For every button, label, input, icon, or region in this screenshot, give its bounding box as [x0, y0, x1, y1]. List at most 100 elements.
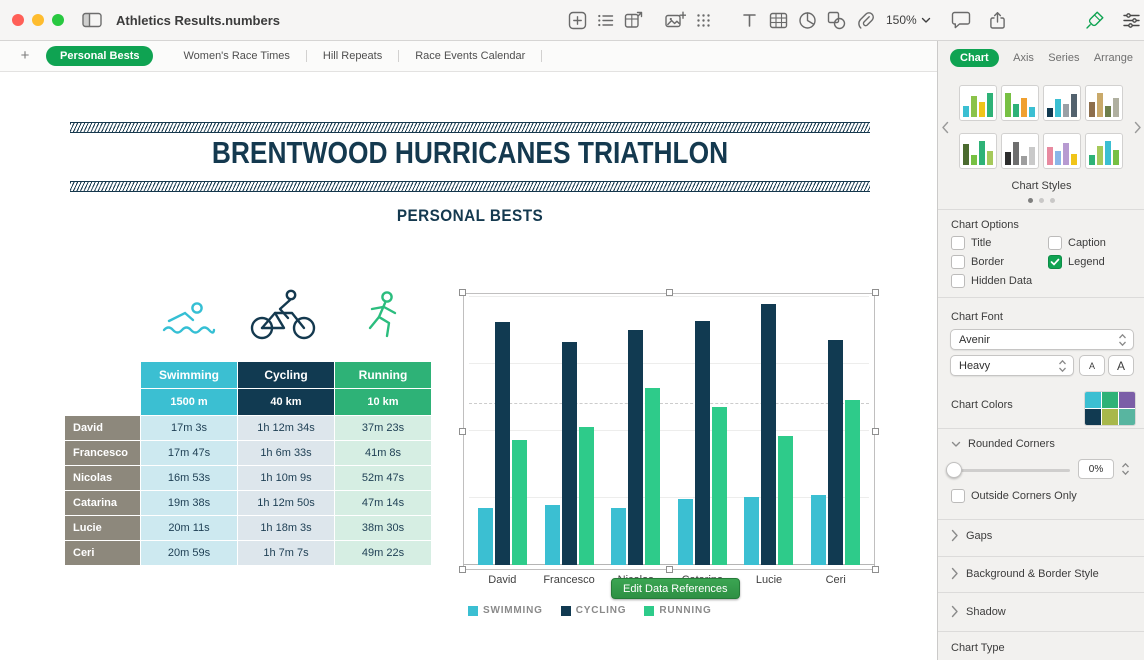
table-cell-francesco-swimming[interactable]: 17m 47s [141, 441, 237, 465]
sheet-tab-race-events-calendar[interactable]: Race Events Calendar [415, 50, 526, 62]
bar-running-david[interactable] [512, 440, 527, 565]
chart-colors-well[interactable] [1084, 391, 1136, 426]
increase-font-size-button[interactable]: A [1108, 355, 1134, 376]
column-header-running[interactable]: Running [335, 362, 431, 388]
legend-item-swimming[interactable]: SWIMMING [468, 605, 543, 616]
selection-handle[interactable] [459, 289, 466, 296]
selection-handle[interactable] [459, 566, 466, 573]
table-cell-lucie-cycling[interactable]: 1h 18m 3s [238, 516, 334, 540]
bar-running-nicolas[interactable] [645, 388, 661, 565]
chart-style-thumbnail[interactable] [1085, 85, 1123, 121]
selection-handle[interactable] [666, 289, 673, 296]
pagination-dot[interactable] [1039, 198, 1044, 203]
row-label-david[interactable]: David [65, 416, 140, 440]
results-bar-chart[interactable]: DavidFrancescoNicolasCatarinaLucieCeri S… [459, 289, 879, 638]
table-cell-ceri-running[interactable]: 49m 22s [335, 541, 431, 565]
rounded-corners-slider-knob[interactable] [946, 462, 962, 478]
table-cell-catarina-running[interactable]: 47m 14s [335, 491, 431, 515]
close-button[interactable] [12, 14, 24, 26]
sheet-tab-personal-bests[interactable]: Personal Bests [46, 46, 154, 66]
format-tab-arrange[interactable]: Arrange [1093, 52, 1133, 64]
add-sheet-button[interactable]: + [20, 47, 30, 64]
chart-type-section[interactable]: Chart Type [951, 642, 1005, 654]
pagination-dot[interactable] [1050, 198, 1055, 203]
format-brush-icon[interactable] [1082, 9, 1108, 31]
format-tab-axis[interactable]: Axis [1013, 52, 1034, 64]
bar-running-francesco[interactable] [578, 427, 594, 565]
table-cell-ceri-cycling[interactable]: 1h 7m 7s [238, 541, 334, 565]
table-cell-lucie-swimming[interactable]: 20m 11s [141, 516, 237, 540]
share-icon[interactable] [984, 9, 1010, 31]
rounded-corners-value[interactable]: 0% [1078, 459, 1114, 479]
edit-data-references-button[interactable]: Edit Data References [611, 578, 740, 599]
checkbox-border[interactable]: Border [951, 254, 1048, 269]
sheet-canvas[interactable]: BRENTWOOD HURRICANES TRIATHLON PERSONAL … [0, 72, 937, 660]
format-tab-chart[interactable]: Chart [950, 49, 999, 67]
sheet-tab-women-s-race-times[interactable]: Women's Race Times [183, 50, 290, 62]
color-swatch[interactable] [1119, 392, 1135, 408]
color-swatch[interactable] [1102, 392, 1118, 408]
zoom-control[interactable]: 150% [886, 13, 931, 27]
shape-icon[interactable] [823, 9, 849, 31]
personal-bests-table[interactable]: Swimming Cycling Running 1500 m 40 km 10 km Da… [65, 362, 431, 565]
sheet-tab-hill-repeats[interactable]: Hill Repeats [322, 50, 383, 62]
color-swatch[interactable] [1119, 409, 1135, 425]
selection-handle[interactable] [666, 566, 673, 573]
table-cell-nicolas-cycling[interactable]: 1h 10m 9s [238, 466, 334, 490]
list-icon[interactable] [592, 9, 618, 31]
table-cell-francesco-running[interactable]: 41m 8s [335, 441, 431, 465]
chart-style-thumbnail[interactable] [1001, 133, 1039, 169]
row-label-nicolas[interactable]: Nicolas [65, 466, 140, 490]
table-cell-david-swimming[interactable]: 17m 3s [141, 416, 237, 440]
bar-cycling-francesco[interactable] [561, 342, 577, 565]
checkbox-legend[interactable]: Legend [1048, 254, 1106, 269]
chevron-right-icon[interactable] [1134, 121, 1142, 139]
row-label-catarina[interactable]: Catarina [65, 491, 140, 515]
table-cell-nicolas-swimming[interactable]: 16m 53s [141, 466, 237, 490]
bar-cycling-lucie[interactable] [761, 304, 777, 565]
chart-style-thumbnail[interactable] [1085, 133, 1123, 169]
rounded-corners-section[interactable]: Rounded Corners [951, 438, 1055, 450]
organize-icon[interactable] [1118, 9, 1144, 31]
table-cell-david-running[interactable]: 37m 23s [335, 416, 431, 440]
row-label-ceri[interactable]: Ceri [65, 541, 140, 565]
bar-swimming-nicolas[interactable] [611, 508, 627, 565]
column-header-cycling[interactable]: Cycling [238, 362, 334, 388]
checkbox-caption[interactable]: Caption [1048, 235, 1106, 250]
legend-item-running[interactable]: RUNNING [644, 605, 711, 616]
table-cell-david-cycling[interactable]: 1h 12m 34s [238, 416, 334, 440]
selection-handle[interactable] [459, 428, 466, 435]
checkbox-title[interactable]: Title [951, 235, 1048, 250]
attachment-icon[interactable] [852, 9, 878, 31]
bar-running-catarina[interactable] [711, 407, 727, 565]
bar-cycling-david[interactable] [495, 322, 510, 565]
chart-style-thumbnail[interactable] [1043, 133, 1081, 169]
grid-icon[interactable] [690, 9, 716, 31]
bar-cycling-catarina[interactable] [694, 321, 710, 565]
bar-swimming-francesco[interactable] [544, 505, 560, 565]
font-family-popup[interactable]: Avenir [950, 329, 1134, 350]
font-weight-popup[interactable]: Heavy [950, 355, 1074, 376]
color-swatch[interactable] [1085, 409, 1101, 425]
checkbox-outside-corners-only[interactable]: Outside Corners Only [951, 488, 1077, 503]
bar-running-ceri[interactable] [844, 400, 860, 565]
bar-swimming-lucie[interactable] [744, 497, 760, 565]
format-tab-series[interactable]: Series [1048, 52, 1080, 64]
media-add-icon[interactable] [662, 9, 688, 31]
chart-style-thumbnail[interactable] [959, 85, 997, 121]
bar-cycling-ceri[interactable] [827, 340, 843, 565]
decrease-font-size-button[interactable]: A [1079, 355, 1105, 376]
pagination-dot[interactable] [1028, 198, 1033, 203]
rounded-corners-stepper[interactable] [1118, 459, 1132, 479]
table-icon[interactable] [765, 9, 791, 31]
rounded-corners-slider-track[interactable] [952, 469, 1070, 472]
legend-item-cycling[interactable]: CYCLING [560, 605, 627, 616]
sidebar-toggle-icon[interactable] [82, 12, 102, 33]
selection-handle[interactable] [872, 566, 879, 573]
insert-category-icon[interactable] [564, 9, 590, 31]
row-label-lucie[interactable]: Lucie [65, 516, 140, 540]
text-box-icon[interactable] [736, 9, 762, 31]
table-cell-francesco-cycling[interactable]: 1h 6m 33s [238, 441, 334, 465]
bar-swimming-ceri[interactable] [810, 495, 826, 565]
chart-icon[interactable] [794, 9, 820, 31]
